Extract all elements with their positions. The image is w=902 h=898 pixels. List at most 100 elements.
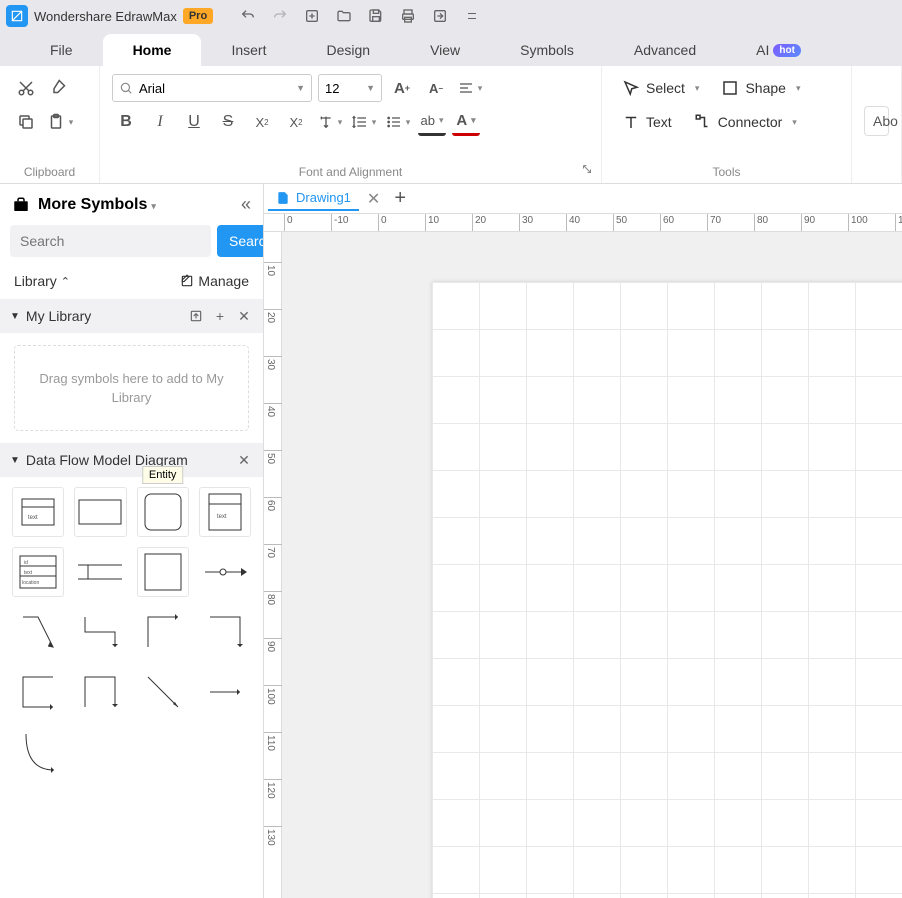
print-icon[interactable]	[399, 7, 417, 25]
strikethrough-button[interactable]: S	[214, 108, 242, 136]
canvas-area: Drawing1 ✕ + 0-1001020304050607080901001…	[264, 184, 902, 898]
text-direction-button[interactable]	[316, 108, 344, 136]
canvas-viewport[interactable]	[282, 232, 902, 898]
superscript-button[interactable]: X2	[248, 108, 276, 136]
save-icon[interactable]	[367, 7, 385, 25]
drawing-page[interactable]	[432, 282, 902, 898]
document-tabs: Drawing1 ✕ +	[264, 184, 902, 214]
add-tab-button[interactable]: +	[388, 187, 412, 210]
underline-button[interactable]: U	[180, 108, 208, 136]
about-button[interactable]: Abo	[864, 106, 889, 136]
align-button[interactable]	[456, 74, 484, 102]
tab-ai[interactable]: AI hot	[726, 34, 831, 66]
shape-square[interactable]	[137, 547, 189, 597]
shape-process-1[interactable]: text	[12, 487, 64, 537]
shape-label: Shape	[745, 80, 785, 96]
select-tool-button[interactable]: Select	[614, 74, 707, 102]
shape-conn-6[interactable]	[74, 667, 126, 717]
more-icon[interactable]	[463, 7, 481, 25]
shape-conn-8[interactable]	[199, 667, 251, 717]
add-icon[interactable]: +	[211, 307, 229, 325]
tab-advanced[interactable]: Advanced	[604, 34, 726, 66]
shape-rounded[interactable]: Entity	[137, 487, 189, 537]
sidebar-header: More Symbols «	[0, 184, 263, 225]
ai-label: AI	[756, 42, 769, 58]
shape-tool-button[interactable]: Shape	[713, 74, 808, 102]
export-icon[interactable]	[431, 7, 449, 25]
shape-curve[interactable]	[12, 727, 64, 777]
close-tab-button[interactable]: ✕	[363, 189, 384, 209]
copy-button[interactable]	[12, 108, 40, 136]
doc-tab-active[interactable]: Drawing1	[268, 186, 359, 211]
horizontal-ruler: 0-10010203040506070809010011	[264, 214, 902, 232]
library-row: Library ⌃ Manage	[0, 267, 263, 299]
new-icon[interactable]	[303, 7, 321, 25]
redo-icon[interactable]	[271, 7, 289, 25]
collapse-sidebar-button[interactable]: «	[241, 194, 251, 215]
shape-conn-4[interactable]	[199, 607, 251, 657]
shape-datastore[interactable]: idtextlocation	[12, 547, 64, 597]
manage-link[interactable]: Manage	[180, 273, 249, 289]
close-dfd-icon[interactable]: ✕	[235, 451, 253, 469]
sidebar-title[interactable]: More Symbols	[38, 196, 233, 214]
shape-process-2[interactable]: text	[199, 487, 251, 537]
shape-conn-2[interactable]	[74, 607, 126, 657]
hot-badge: hot	[773, 44, 801, 57]
font-name-select[interactable]: Arial ▼	[112, 74, 312, 102]
italic-button[interactable]: I	[146, 108, 174, 136]
shape-entity[interactable]	[74, 487, 126, 537]
font-color-button[interactable]: A	[452, 108, 480, 136]
paste-button[interactable]	[46, 108, 74, 136]
subscript-button[interactable]: X2	[282, 108, 310, 136]
mylib-label: My Library	[26, 308, 91, 324]
quick-access-toolbar	[239, 7, 481, 25]
shape-palette: text Entity text idtextlocation	[0, 477, 263, 787]
workspace: More Symbols « Search Library ⌃ Manage ▼…	[0, 184, 902, 898]
tab-symbols[interactable]: Symbols	[490, 34, 604, 66]
line-spacing-button[interactable]	[350, 108, 378, 136]
vertical-ruler: 102030405060708090100110120130	[264, 232, 282, 898]
connector-tool-button[interactable]: Connector	[686, 108, 805, 136]
text-tool-button[interactable]: Text	[614, 108, 680, 136]
document-icon	[276, 191, 290, 205]
tab-insert[interactable]: Insert	[201, 34, 296, 66]
shape-conn-1[interactable]	[12, 607, 64, 657]
symbol-search-input[interactable]	[10, 225, 211, 257]
symbol-search-button[interactable]: Search	[217, 225, 264, 257]
shape-conn-3[interactable]	[137, 607, 189, 657]
shape-datastore-open[interactable]	[74, 547, 126, 597]
bold-button[interactable]: B	[112, 108, 140, 136]
tab-file[interactable]: File	[20, 34, 103, 66]
tab-view[interactable]: View	[400, 34, 490, 66]
shape-flow-line[interactable]	[199, 547, 251, 597]
shape-conn-7[interactable]	[137, 667, 189, 717]
highlight-button[interactable]: ab	[418, 108, 446, 136]
library-link[interactable]: Library ⌃	[14, 273, 70, 289]
font-dialog-launcher[interactable]	[581, 163, 595, 177]
title-bar: Wondershare EdrawMax Pro	[0, 0, 902, 32]
mylib-section-header[interactable]: ▼ My Library + ✕	[0, 299, 263, 333]
dfd-section-header[interactable]: ▼ Data Flow Model Diagram ✕	[0, 443, 263, 477]
app-name: Wondershare EdrawMax	[34, 9, 177, 24]
font-size-select[interactable]: 12 ▼	[318, 74, 382, 102]
shrink-font-button[interactable]: A−	[422, 74, 450, 102]
canvas-body: 102030405060708090100110120130	[264, 232, 902, 898]
open-icon[interactable]	[335, 7, 353, 25]
undo-icon[interactable]	[239, 7, 257, 25]
tab-design[interactable]: Design	[296, 34, 400, 66]
search-row: Search	[0, 225, 263, 267]
shape-conn-5[interactable]	[12, 667, 64, 717]
close-mylib-icon[interactable]: ✕	[235, 307, 253, 325]
tools-label: Tools	[614, 161, 839, 179]
cut-button[interactable]	[12, 74, 40, 102]
pro-badge: Pro	[183, 8, 213, 24]
import-icon[interactable]	[187, 307, 205, 325]
grow-font-button[interactable]: A+	[388, 74, 416, 102]
briefcase-icon	[12, 196, 30, 214]
tab-home[interactable]: Home	[103, 34, 202, 66]
bullets-button[interactable]	[384, 108, 412, 136]
svg-text:id: id	[24, 560, 28, 566]
mylib-dropzone[interactable]: Drag symbols here to add to My Library	[14, 345, 249, 431]
format-painter-button[interactable]	[46, 74, 74, 102]
ribbon-group-font: Arial ▼ 12 ▼ A+ A− B I U S X2 X2 ab A Fo…	[100, 66, 602, 183]
